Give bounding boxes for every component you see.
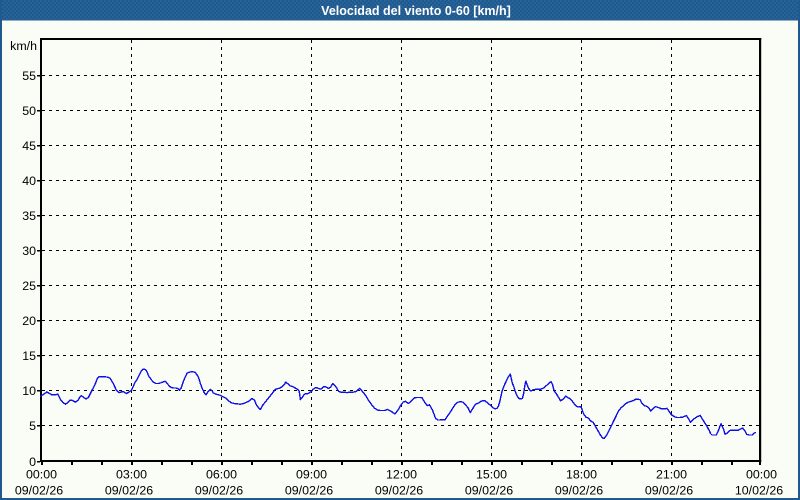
svg-text:15:00: 15:00 xyxy=(476,468,507,482)
svg-text:03:00: 03:00 xyxy=(116,468,147,482)
svg-text:18:00: 18:00 xyxy=(566,468,597,482)
svg-text:45: 45 xyxy=(22,139,36,153)
svg-text:09/02/26: 09/02/26 xyxy=(105,484,153,498)
svg-text:06:00: 06:00 xyxy=(206,468,237,482)
svg-text:09/02/26: 09/02/26 xyxy=(15,484,63,498)
svg-text:09/02/26: 09/02/26 xyxy=(465,484,513,498)
svg-text:09:00: 09:00 xyxy=(296,468,327,482)
svg-text:09/02/26: 09/02/26 xyxy=(645,484,693,498)
svg-text:40: 40 xyxy=(22,174,36,188)
svg-text:50: 50 xyxy=(22,104,36,118)
svg-text:15: 15 xyxy=(22,349,36,363)
svg-text:10/02/26: 10/02/26 xyxy=(735,484,783,498)
svg-text:00:00: 00:00 xyxy=(746,468,777,482)
svg-text:0: 0 xyxy=(29,455,36,469)
svg-text:00:00: 00:00 xyxy=(26,468,57,482)
svg-text:35: 35 xyxy=(22,209,36,223)
svg-text:09/02/26: 09/02/26 xyxy=(195,484,243,498)
svg-text:12:00: 12:00 xyxy=(386,468,417,482)
svg-text:25: 25 xyxy=(22,279,36,293)
svg-text:10: 10 xyxy=(22,384,36,398)
svg-text:km/h: km/h xyxy=(10,39,37,53)
svg-text:55: 55 xyxy=(22,69,36,83)
svg-text:30: 30 xyxy=(22,244,36,258)
svg-text:09/02/26: 09/02/26 xyxy=(375,484,423,498)
svg-text:21:00: 21:00 xyxy=(656,468,687,482)
svg-text:20: 20 xyxy=(22,314,36,328)
svg-text:09/02/26: 09/02/26 xyxy=(555,484,603,498)
svg-text:Velocidad del viento 0-60 [km/: Velocidad del viento 0-60 [km/h] xyxy=(321,4,511,18)
svg-text:5: 5 xyxy=(29,419,36,433)
svg-text:09/02/26: 09/02/26 xyxy=(285,484,333,498)
